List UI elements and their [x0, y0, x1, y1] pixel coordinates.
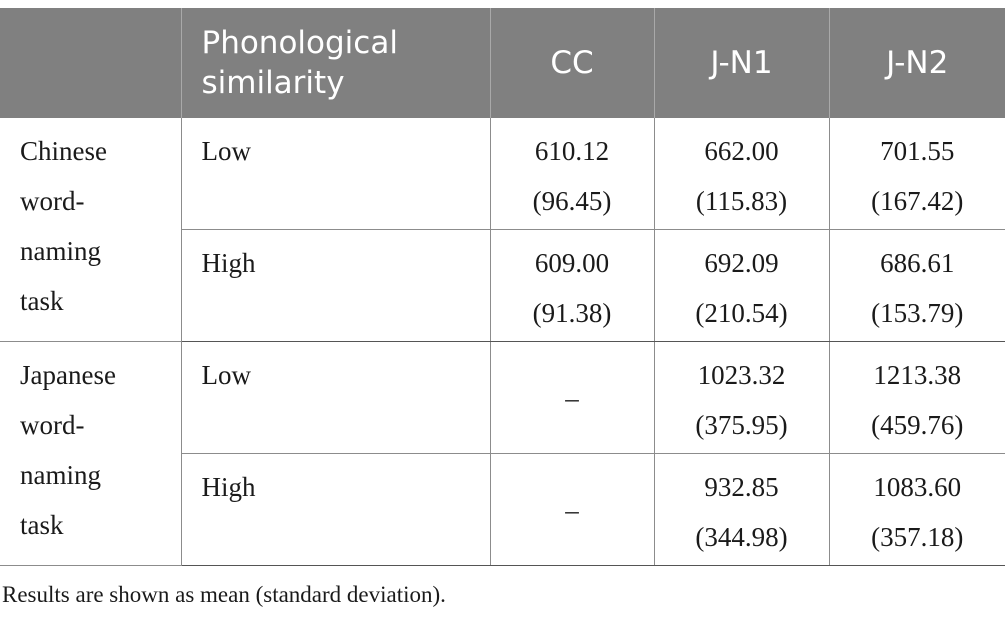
results-table-container: Phonological similarity CC J-N1 J-N2 Chi…	[0, 8, 1005, 566]
jn1-value-cell: 692.09 (210.54)	[653, 229, 829, 342]
header-phonological-similarity: Phonological similarity	[180, 8, 490, 118]
header-row: Phonological similarity CC J-N1 J-N2	[0, 8, 1005, 118]
task-label-japanese: Japanese word- naming task	[0, 341, 181, 566]
header-task	[0, 8, 181, 118]
cc-value-cell: –	[489, 453, 654, 566]
similarity-cell: High	[180, 229, 490, 342]
similarity-cell: High	[180, 453, 490, 566]
header-cc: CC	[489, 8, 654, 118]
table-footnote: Results are shown as mean (standard devi…	[2, 582, 446, 607]
jn2-value-cell: 1083.60 (357.18)	[828, 453, 1005, 566]
cc-value-cell: 609.00 (91.38)	[489, 229, 654, 342]
header-j-n2: J-N2	[828, 8, 1005, 118]
jn1-value-cell: 932.85 (344.98)	[653, 453, 829, 566]
jn1-value-cell: 662.00 (115.83)	[653, 118, 829, 230]
cc-value-cell: 610.12 (96.45)	[489, 118, 654, 230]
table-row: High – 932.85 (344.98) 1083.60 (357.18)	[0, 453, 1005, 566]
cc-value-cell: –	[489, 341, 654, 454]
header-j-n1: J-N1	[653, 8, 829, 118]
similarity-cell: Low	[180, 118, 490, 230]
table-row: High 609.00 (91.38) 692.09 (210.54) 686.…	[0, 229, 1005, 342]
table-row: Japanese word- naming task Low – 1023.32…	[0, 341, 1005, 566]
results-table: Phonological similarity CC J-N1 J-N2 Chi…	[0, 8, 1005, 566]
jn1-value-cell: 1023.32 (375.95)	[653, 341, 829, 454]
table-row: Chinese word- naming task Low 610.12 (96…	[0, 118, 1005, 342]
task-label-chinese: Chinese word- naming task	[0, 118, 181, 342]
jn2-value-cell: 701.55 (167.42)	[828, 118, 1005, 230]
jn2-value-cell: 686.61 (153.79)	[828, 229, 1005, 342]
similarity-cell: Low	[180, 341, 490, 454]
jn2-value-cell: 1213.38 (459.76)	[828, 341, 1005, 454]
